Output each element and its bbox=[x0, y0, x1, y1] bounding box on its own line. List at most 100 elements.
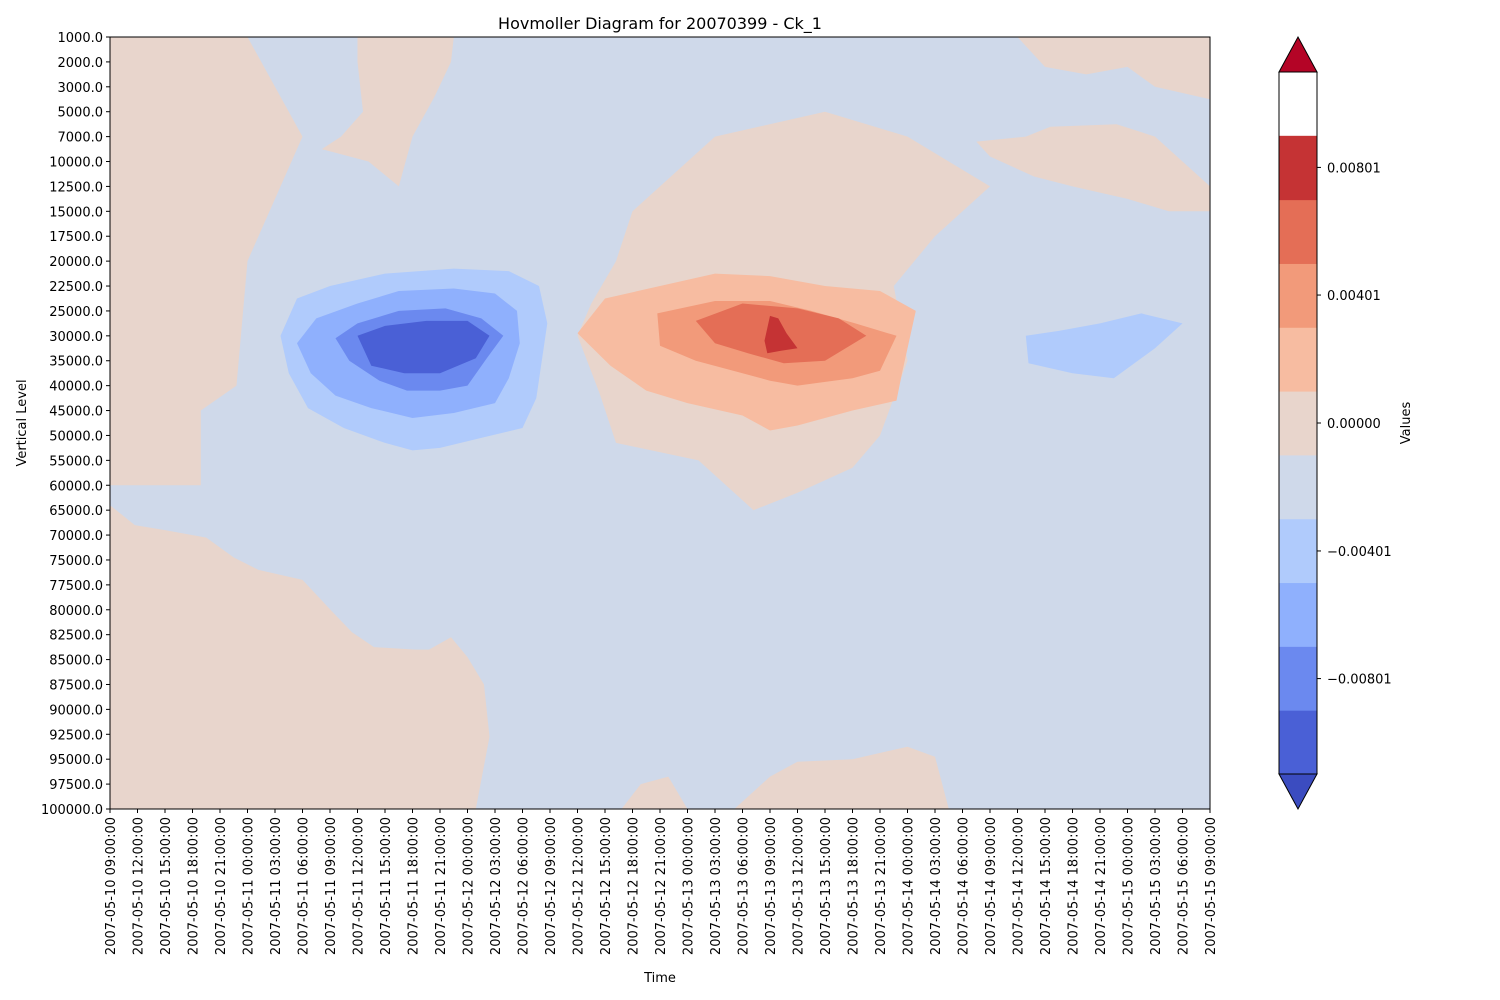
colorbar-segment bbox=[1279, 391, 1317, 456]
x-tick-label: 2007-05-15 00:00:00 bbox=[1122, 817, 1137, 955]
x-tick-label: 2007-05-14 18:00:00 bbox=[1067, 817, 1082, 955]
x-tick-label: 2007-05-12 21:00:00 bbox=[654, 817, 669, 955]
y-tick-label: 17500.0 bbox=[49, 230, 103, 245]
x-tick-label: 2007-05-14 09:00:00 bbox=[984, 817, 999, 955]
y-tick-label: 3000.0 bbox=[58, 81, 104, 96]
colorbar-tick-label: −0.00401 bbox=[1327, 545, 1392, 560]
x-tick-label: 2007-05-13 09:00:00 bbox=[764, 817, 779, 955]
colorbar-segment bbox=[1279, 199, 1317, 264]
x-tick-label: 2007-05-13 21:00:00 bbox=[874, 817, 889, 955]
contour-positive-right-upper bbox=[976, 124, 1210, 212]
y-tick-label: 60000.0 bbox=[49, 479, 103, 494]
x-tick-label: 2007-05-10 12:00:00 bbox=[132, 817, 147, 955]
x-tick-label: 2007-05-12 06:00:00 bbox=[517, 817, 532, 955]
colorbar-segment bbox=[1279, 135, 1317, 201]
x-tick-label: 2007-05-13 06:00:00 bbox=[737, 817, 752, 955]
x-tick-label: 2007-05-11 00:00:00 bbox=[242, 817, 257, 955]
x-tick-label: 2007-05-15 03:00:00 bbox=[1149, 817, 1164, 955]
contour-positive-left-edge bbox=[110, 37, 303, 486]
colorbar-tick-label: −0.00801 bbox=[1327, 673, 1392, 688]
y-tick-label: 35000.0 bbox=[49, 355, 103, 370]
contour-negative-right bbox=[1025, 313, 1183, 379]
y-tick-label: 65000.0 bbox=[49, 504, 103, 519]
colorbar-segment bbox=[1279, 582, 1317, 647]
y-tick-label: 45000.0 bbox=[49, 405, 103, 420]
y-tick-label: 50000.0 bbox=[49, 429, 103, 444]
x-tick-label: 2007-05-10 18:00:00 bbox=[187, 817, 202, 955]
colorbar-segment bbox=[1279, 518, 1317, 584]
x-tick-label: 2007-05-11 18:00:00 bbox=[407, 817, 422, 955]
x-tick-label: 2007-05-14 00:00:00 bbox=[902, 817, 917, 955]
colorbar-label: Values bbox=[1399, 402, 1414, 445]
x-tick-label: 2007-05-11 03:00:00 bbox=[269, 817, 284, 955]
x-tick-label: 2007-05-13 12:00:00 bbox=[792, 817, 807, 955]
y-tick-label: 77500.0 bbox=[49, 579, 103, 594]
colorbar-tick-label: 0.00000 bbox=[1327, 417, 1381, 432]
x-tick-label: 2007-05-10 09:00:00 bbox=[104, 817, 119, 955]
colorbar-extend-low bbox=[1278, 773, 1318, 811]
x-tick-label: 2007-05-13 15:00:00 bbox=[819, 817, 834, 955]
colorbar-extend-high bbox=[1278, 35, 1318, 73]
x-tick-label: 2007-05-12 12:00:00 bbox=[572, 817, 587, 955]
x-tick-label: 2007-05-12 09:00:00 bbox=[544, 817, 559, 955]
chart-title: Hovmoller Diagram for 20070399 - Ck_1 bbox=[498, 14, 822, 34]
contour-positive-bottom-mid bbox=[621, 776, 688, 809]
colorbar-tick-label: 0.00401 bbox=[1327, 289, 1381, 304]
colorbar-segment bbox=[1279, 263, 1317, 328]
y-tick-label: 12500.0 bbox=[49, 180, 103, 195]
x-axis: 2007-05-10 09:00:00 2007-05-10 12:00:00 20… bbox=[104, 809, 1219, 955]
x-tick-label: 2007-05-10 21:00:00 bbox=[214, 817, 229, 955]
contour-regions bbox=[110, 37, 1210, 809]
contour-positive-top-mid bbox=[321, 37, 454, 187]
y-tick-label: 100000.0 bbox=[41, 803, 103, 818]
y-tick-label: 55000.0 bbox=[49, 454, 103, 469]
y-tick-label: 85000.0 bbox=[49, 654, 103, 669]
y-tick-label: 80000.0 bbox=[49, 604, 103, 619]
y-axis-label: Vertical Level bbox=[15, 379, 30, 466]
colorbar-segment bbox=[1279, 646, 1317, 711]
y-axis: 1000.0 2000.0 3000.0 5000.0 7000.0 10000.0 125… bbox=[41, 31, 110, 818]
x-tick-label: 2007-05-11 21:00:00 bbox=[434, 817, 449, 955]
colorbar-segment bbox=[1279, 454, 1317, 520]
contour-positive-lower-left bbox=[110, 505, 490, 809]
contour-positive-right-top bbox=[1017, 37, 1210, 100]
x-tick-label: 2007-05-10 15:00:00 bbox=[159, 817, 174, 955]
x-tick-label: 2007-05-11 06:00:00 bbox=[297, 817, 312, 955]
x-tick-label: 2007-05-11 12:00:00 bbox=[352, 817, 367, 955]
contour-positive-bottom-center bbox=[734, 746, 949, 809]
y-tick-label: 30000.0 bbox=[49, 330, 103, 345]
y-tick-label: 87500.0 bbox=[49, 678, 103, 693]
x-tick-label: 2007-05-12 00:00:00 bbox=[462, 817, 477, 955]
y-tick-label: 1000.0 bbox=[58, 31, 104, 46]
y-tick-label: 95000.0 bbox=[49, 753, 103, 768]
y-tick-label: 70000.0 bbox=[49, 529, 103, 544]
x-tick-label: 2007-05-11 09:00:00 bbox=[324, 817, 339, 955]
x-tick-label: 2007-05-14 21:00:00 bbox=[1094, 817, 1109, 955]
x-tick-label: 2007-05-11 15:00:00 bbox=[379, 817, 394, 955]
plot-area bbox=[109, 36, 1211, 810]
y-tick-label: 10000.0 bbox=[49, 156, 103, 171]
x-tick-label: 2007-05-13 03:00:00 bbox=[709, 817, 724, 955]
y-tick-label: 7000.0 bbox=[58, 131, 104, 146]
y-tick-label: 97500.0 bbox=[49, 778, 103, 793]
y-tick-label: 75000.0 bbox=[49, 554, 103, 569]
colorbar-segment bbox=[1279, 710, 1317, 775]
contour-positive-peak bbox=[764, 315, 798, 354]
colorbar-tick-label: 0.00801 bbox=[1327, 161, 1381, 176]
y-tick-label: 40000.0 bbox=[49, 380, 103, 395]
y-tick-label: 92500.0 bbox=[49, 728, 103, 743]
x-tick-label: 2007-05-14 12:00:00 bbox=[1012, 817, 1027, 955]
contour-negative-core bbox=[357, 320, 490, 374]
y-tick-label: 15000.0 bbox=[49, 205, 103, 220]
x-tick-label: 2007-05-14 03:00:00 bbox=[929, 817, 944, 955]
colorbar-segment bbox=[1279, 327, 1317, 392]
x-tick-label: 2007-05-15 09:00:00 bbox=[1204, 817, 1219, 955]
x-axis-label: Time bbox=[643, 971, 676, 986]
x-tick-label: 2007-05-12 15:00:00 bbox=[599, 817, 614, 955]
x-tick-label: 2007-05-12 18:00:00 bbox=[627, 817, 642, 955]
y-tick-label: 22500.0 bbox=[49, 280, 103, 295]
y-tick-label: 2000.0 bbox=[58, 56, 104, 71]
y-tick-label: 25000.0 bbox=[49, 305, 103, 320]
x-tick-label: 2007-05-12 03:00:00 bbox=[489, 817, 504, 955]
